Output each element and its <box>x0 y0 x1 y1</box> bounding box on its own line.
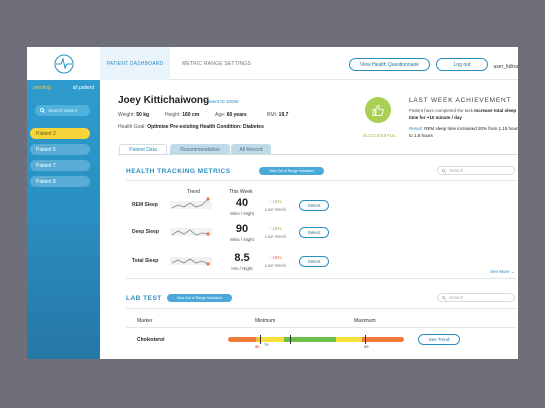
tab-patient-dashboard[interactable]: PATIENT DASHBOARD <box>100 47 170 80</box>
sidebar-item-patient-5[interactable]: Patient 5 <box>30 144 90 155</box>
min-value: 50 <box>255 344 260 349</box>
trend-header: Trend <box>187 189 200 195</box>
metric-lastweek-total: Last Week <box>265 263 287 268</box>
patient-bmi: BMI: 19.7 <box>267 112 289 118</box>
metric-label-rem: REM Sleep <box>132 202 158 208</box>
max-marker <box>365 335 366 344</box>
metric-unit-rem: Mins / Night <box>230 211 254 216</box>
thumbs-up-icon <box>372 104 384 117</box>
patient-name: Joey Kittichaiwong <box>118 95 210 106</box>
tab-metric-range-settings[interactable]: METRIC RANGE SETTINGS <box>182 60 251 67</box>
success-badge <box>365 97 391 123</box>
patient-search-input[interactable]: Search patient <box>35 105 90 116</box>
deep-trend-sparkline <box>170 228 212 236</box>
metric-change-total: ↑ 15% <box>269 255 282 260</box>
sidebar-item-patient-7[interactable]: Patient 7 <box>30 160 90 171</box>
view-questionnaire-button[interactable]: View Health Questionnaire <box>349 58 430 71</box>
logo <box>27 47 100 80</box>
min-marker <box>260 335 261 344</box>
metric-lastweek-deep: Last Week <box>265 234 287 239</box>
user-name[interactable]: user_fullna <box>493 64 518 70</box>
search-icon <box>40 108 45 113</box>
metric-value-total: 8.5 <box>234 252 250 264</box>
achievement-title: LAST WEEK ACHIEVEMENT <box>409 97 512 104</box>
tab-all-patient[interactable]: all patient <box>72 85 94 91</box>
sidebar: pending all patient Search patient Patie… <box>27 47 100 359</box>
metric-change-rem: ↑ 15% <box>269 199 282 204</box>
lab-test-title: LAB TEST <box>126 295 162 302</box>
metric-unit-total: Hrs / Night <box>231 266 253 271</box>
tab-patient-data[interactable]: Patient Data <box>119 144 167 155</box>
metric-unit-deep: Mins / Night <box>230 237 254 242</box>
metric-value-deep: 90 <box>235 223 249 235</box>
see-more-link[interactable]: See More ⌄ <box>490 269 515 274</box>
tab-recommendation[interactable]: Recommendation <box>170 144 230 155</box>
lab-header-divider <box>126 327 516 328</box>
achievement-result: Result: REM sleep time increased 30% fro… <box>409 126 518 138</box>
lab-search-input[interactable]: Search <box>437 293 515 302</box>
current-value: 79 <box>264 342 269 347</box>
sidebar-item-patient-2[interactable]: Patient 2 <box>30 128 90 139</box>
app-window: pending all patient Search patient Patie… <box>27 47 518 359</box>
tab-underline <box>118 154 518 155</box>
this-week-header: This Week <box>229 189 253 195</box>
out-of-range-button[interactable]: View Out of Range Indicators <box>259 167 324 175</box>
select-button-deep[interactable]: Select <box>299 227 329 238</box>
search-icon <box>442 295 446 300</box>
health-goal: Health Goal: Optimise Pre-existing Healt… <box>118 124 264 130</box>
metric-label-deep: Deep Sleep <box>132 229 159 235</box>
lab-out-of-range-button[interactable]: View Out of Range Indicators <box>167 294 232 302</box>
tab-pending[interactable]: pending <box>33 85 51 91</box>
lab-row-cholesterol: Cholesterol <box>137 337 165 343</box>
cholesterol-range-bar <box>228 337 404 342</box>
current-marker <box>290 335 291 344</box>
minimum-header: Minimum <box>255 318 276 324</box>
metric-change-deep: ↑ 15% <box>269 226 282 231</box>
metric-value-rem: 40 <box>235 197 249 209</box>
lab-divider <box>126 308 516 309</box>
see-trend-button[interactable]: See Trend <box>418 334 460 345</box>
section-divider <box>126 180 516 181</box>
patient-id: Patient ID 10056 <box>205 99 239 104</box>
top-navigation: PATIENT DASHBOARD METRIC RANGE SETTINGS … <box>100 47 518 80</box>
success-label: SUCCESSFUL <box>363 133 397 138</box>
patient-age: Age: 60 years <box>215 112 247 118</box>
heartbeat-logo-icon <box>54 54 73 73</box>
logout-button[interactable]: Log out <box>436 58 488 71</box>
metrics-search-input[interactable]: Search <box>437 166 515 175</box>
rem-trend-sparkline <box>170 197 212 209</box>
marker-header: Marker <box>137 318 153 324</box>
sidebar-item-patient-8[interactable]: Patient 8 <box>30 176 90 187</box>
metric-lastweek-rem: Last Week <box>265 207 287 212</box>
patient-filter-tabs: pending all patient <box>27 85 100 91</box>
patient-height: Height: 160 cm <box>165 112 200 118</box>
maximum-header: Maximum <box>354 318 376 324</box>
select-button-total[interactable]: Select <box>299 256 329 267</box>
section-divider-2 <box>126 278 516 279</box>
tab-all-record[interactable]: All Record <box>231 144 271 155</box>
max-value: 99 <box>364 344 369 349</box>
total-trend-sparkline <box>170 257 212 266</box>
achievement-text: Patient have completed the task Increase… <box>409 108 517 120</box>
select-button-rem[interactable]: Select <box>299 200 329 211</box>
metric-label-total: Total Sleep <box>132 258 159 264</box>
health-tracking-title: HEALTH TRACKING METRICS <box>126 168 231 175</box>
patient-weight: Weight: 50 kg <box>118 112 150 118</box>
search-icon <box>442 168 446 173</box>
